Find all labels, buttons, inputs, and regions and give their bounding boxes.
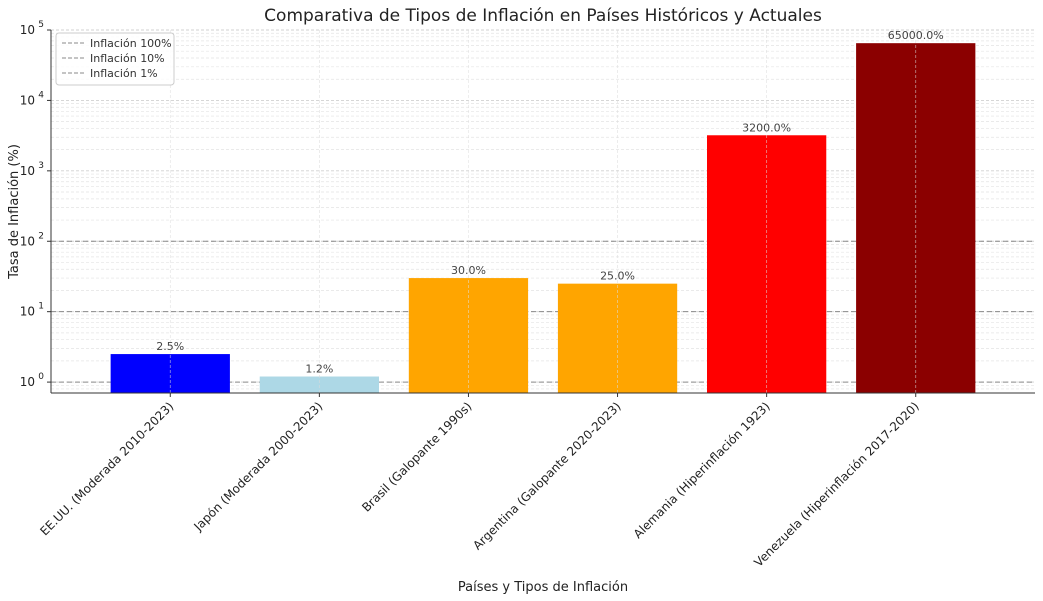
y-tick-exponent: 4 [38, 90, 44, 100]
y-tick-exponent: 5 [38, 20, 44, 30]
data-labels: 2.5% 1.2% 30.0% 25.0% 3200.0% 65000.0% [156, 29, 943, 375]
bar [856, 43, 976, 393]
y-tick-label: 10 [20, 305, 35, 319]
legend-entry: Inflación 10% [90, 52, 165, 65]
y-tick-exponent: 0 [38, 372, 44, 382]
bar [557, 283, 678, 393]
y-tick-label: 10 [20, 234, 35, 248]
chart-title: Comparativa de Tipos de Inflación en Paí… [264, 6, 822, 26]
legend: Inflación 100% Inflación 10% Inflación 1% [55, 32, 175, 86]
x-tick-label: Venezuela (Hiperinflación 2017-2020) [751, 399, 921, 569]
bar-value-label: 65000.0% [888, 29, 944, 42]
bar-value-label: 30.0% [451, 264, 486, 277]
bar-value-label: 25.0% [600, 270, 635, 283]
x-axis-label: Países y Tipos de Inflación [458, 580, 628, 595]
x-tick-label: EE.UU. (Moderada 2010-2023) [37, 399, 176, 538]
x-tick-labels: EE.UU. (Moderada 2010-2023) Japón (Modera… [37, 393, 922, 570]
vertical-grid [169, 30, 917, 393]
bar [707, 135, 827, 394]
bar-value-label: 3200.0% [742, 121, 791, 134]
y-axis-label: Tasa de Inflación (%) [7, 144, 22, 280]
y-tick-label: 10 [20, 93, 35, 107]
legend-entry: Inflación 100% [90, 37, 172, 50]
bars [110, 43, 976, 394]
y-tick-label: 10 [20, 164, 35, 178]
bar [408, 278, 529, 393]
y-tick-exponent: 3 [38, 161, 44, 171]
legend-entry: Inflación 1% [90, 67, 158, 80]
axes [50, 30, 1035, 394]
bar [259, 376, 379, 393]
x-tick-label: Alemania (Hiperinflación 1923) [631, 399, 773, 541]
bar-value-label: 1.2% [305, 363, 333, 376]
y-tick-label: 10 [20, 23, 35, 37]
y-tick-label: 10 [20, 375, 35, 389]
x-tick-label: Brasil (Galopante 1990s) [359, 399, 474, 514]
y-tick-exponent: 1 [38, 302, 44, 312]
bar [110, 354, 230, 393]
x-tick-label: Argentina (Galopante 2020-2023) [470, 399, 623, 552]
bar-value-label: 2.5% [156, 340, 184, 353]
y-tick-exponent: 2 [38, 231, 44, 241]
x-tick-label: Japón (Moderada 2000-2023) [191, 399, 326, 534]
legend-box [55, 32, 175, 86]
